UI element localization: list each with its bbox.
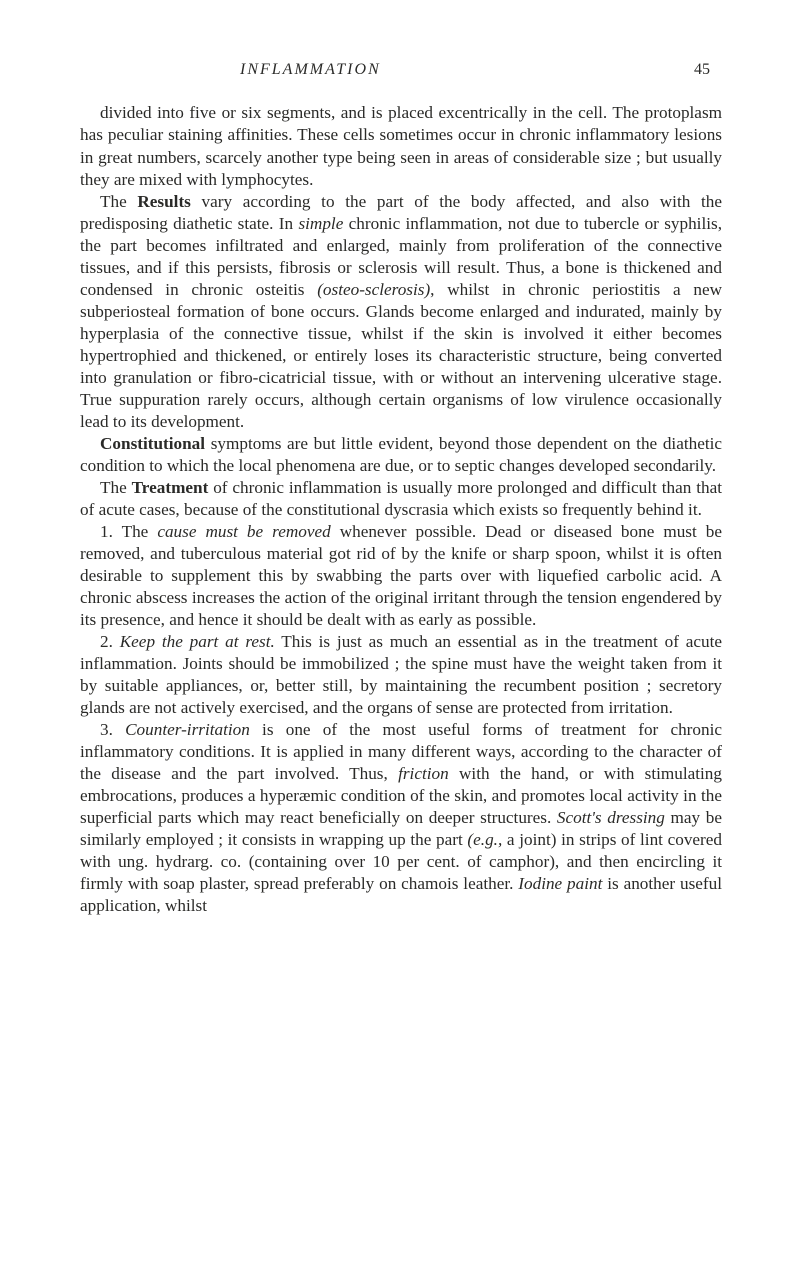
text-run: The	[100, 192, 137, 211]
text-run: Constitutional	[100, 434, 205, 453]
text-run: Counter-irritation	[125, 720, 250, 739]
text-run: The	[100, 478, 132, 497]
text-run: Scott's dressing	[557, 808, 665, 827]
page-container: INFLAMMATION 45 divided into five or six…	[0, 0, 800, 967]
text-run: 2.	[100, 632, 120, 651]
paragraph: 2. Keep the part at rest. This is just a…	[80, 631, 722, 719]
text-run: divided into five or six segments, and i…	[80, 103, 722, 188]
text-run: cause must be removed	[157, 522, 330, 541]
text-run: friction	[398, 764, 449, 783]
text-run: Results	[137, 192, 190, 211]
text-run: (osteo-sclerosis)	[317, 280, 430, 299]
text-run: (e.g.,	[467, 830, 502, 849]
text-run: Keep the part at rest.	[120, 632, 275, 651]
text-run: 3.	[100, 720, 125, 739]
paragraph: Constitutional symptoms are but little e…	[80, 433, 722, 477]
paragraph: The Results vary according to the part o…	[80, 191, 722, 433]
text-run: simple	[298, 214, 343, 233]
paragraph: divided into five or six segments, and i…	[80, 102, 722, 190]
paragraph: 3. Counter-irritation is one of the most…	[80, 719, 722, 917]
text-run: Treatment	[132, 478, 209, 497]
text-run: , whilst in chronic periostitis a new su…	[80, 280, 722, 431]
header-title: INFLAMMATION	[240, 60, 381, 80]
page-number: 45	[694, 60, 710, 80]
paragraph: 1. The cause must be removed whenever po…	[80, 521, 722, 631]
paragraph: The Treatment of chronic inflammation is…	[80, 477, 722, 521]
body-text: divided into five or six segments, and i…	[80, 102, 722, 917]
page-header: INFLAMMATION 45	[80, 60, 722, 80]
text-run: 1. The	[100, 522, 157, 541]
text-run: Iodine paint	[518, 874, 602, 893]
